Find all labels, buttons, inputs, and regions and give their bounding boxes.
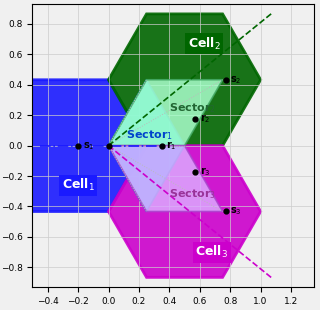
Text: s$_3$: s$_3$: [230, 205, 242, 217]
Polygon shape: [108, 80, 223, 146]
Text: r$_3$: r$_3$: [200, 166, 211, 178]
Text: Cell$_2$: Cell$_2$: [188, 36, 221, 52]
Text: Cell$_1$: Cell$_1$: [61, 177, 95, 193]
Text: r$_2$: r$_2$: [200, 112, 210, 125]
Text: Sector$_1$: Sector$_1$: [126, 128, 173, 142]
Text: s$_1$: s$_1$: [83, 140, 94, 152]
Polygon shape: [0, 80, 147, 211]
Text: Sector$_2$: Sector$_2$: [169, 101, 216, 114]
Text: Cell$_3$: Cell$_3$: [195, 244, 228, 260]
Polygon shape: [108, 146, 260, 277]
Polygon shape: [108, 80, 185, 211]
Polygon shape: [108, 14, 260, 146]
Polygon shape: [108, 146, 223, 211]
Text: Sector$_3$: Sector$_3$: [169, 188, 216, 201]
Text: s$_2$: s$_2$: [230, 74, 242, 86]
Text: r$_1$: r$_1$: [166, 139, 177, 152]
